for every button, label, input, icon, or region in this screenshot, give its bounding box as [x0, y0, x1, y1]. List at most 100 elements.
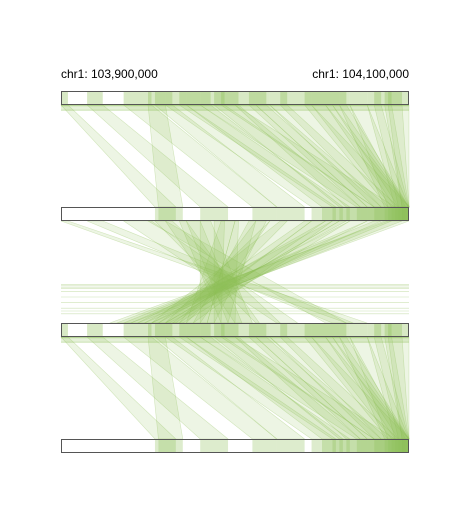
track-2-block-13 — [367, 207, 389, 221]
track-2-block-7 — [322, 207, 343, 221]
track-4-block-21 — [388, 439, 409, 453]
track-2-block-1 — [200, 207, 229, 221]
track-4-block-6 — [332, 439, 350, 453]
track-4-background — [61, 439, 409, 453]
track-1-block-5 — [165, 91, 187, 105]
track-3-block-15 — [280, 323, 312, 337]
track-1-block-13 — [255, 91, 270, 105]
track-4-block-9 — [339, 439, 361, 453]
start-coordinate-label: chr1: 103,900,000 — [61, 67, 158, 81]
track-2-background — [61, 207, 409, 221]
track-4-block-11 — [346, 439, 368, 453]
track-2-block-9 — [339, 207, 361, 221]
track-1-background — [61, 91, 409, 105]
track-3-block-5 — [165, 323, 187, 337]
track-3-block-22 — [367, 323, 382, 337]
track-2-block-10 — [374, 207, 396, 221]
track-2-block-2 — [252, 207, 277, 221]
track-1-block-23 — [374, 91, 392, 105]
track-2-block-15 — [381, 207, 409, 221]
track-4-block-5 — [311, 439, 336, 453]
track-3-block-21 — [349, 323, 368, 337]
track-4-block-10 — [374, 439, 396, 453]
track-1-block-18 — [325, 91, 340, 105]
track-3-outline — [61, 323, 409, 337]
track-1-block-6 — [179, 91, 201, 105]
track-4-block-13 — [367, 439, 389, 453]
track-1-block-16 — [304, 91, 326, 105]
track-3-block-20 — [339, 323, 350, 337]
track-4-block-23 — [398, 439, 409, 453]
track-1-block-24 — [384, 91, 403, 105]
track-3 — [61, 323, 409, 337]
track-1-block-0 — [61, 91, 68, 105]
track-2 — [61, 207, 409, 221]
track-4-block-12 — [360, 439, 382, 453]
track-3-block-2 — [123, 323, 152, 337]
track-2-block-4 — [276, 207, 305, 221]
track-3-block-8 — [200, 323, 225, 337]
track-4 — [61, 439, 409, 453]
track-2-block-25 — [402, 207, 409, 221]
track-2-block-6 — [332, 207, 350, 221]
track-3-block-10 — [221, 323, 235, 337]
track-2-block-8 — [356, 207, 375, 221]
track-4-block-17 — [391, 439, 409, 453]
track-4-block-24 — [402, 439, 409, 453]
track-2-block-12 — [360, 207, 382, 221]
track-1-block-8 — [200, 91, 225, 105]
track-4-block-8 — [356, 439, 375, 453]
track-3-block-24 — [384, 323, 403, 337]
track-1-block-22 — [367, 91, 382, 105]
track-1-block-2 — [123, 91, 152, 105]
track-1-block-14 — [269, 91, 288, 105]
track-4-block-19 — [398, 439, 409, 453]
track-3-block-16 — [304, 323, 326, 337]
track-3-block-4 — [154, 323, 173, 337]
track-1-block-10 — [221, 91, 235, 105]
track-1-block-21 — [349, 91, 368, 105]
track-2-block-22 — [395, 207, 409, 221]
tracks — [61, 91, 409, 453]
track-3-block-1 — [87, 323, 103, 337]
track-1-block-7 — [186, 91, 211, 105]
track-2-block-3 — [158, 207, 183, 221]
track-2-block-5 — [311, 207, 336, 221]
track-3-background — [61, 323, 409, 337]
track-4-block-14 — [374, 439, 399, 453]
track-2-block-23 — [398, 207, 409, 221]
track-2-block-14 — [374, 207, 399, 221]
track-2-block-24 — [402, 207, 409, 221]
track-3-block-18 — [325, 323, 340, 337]
track-3-block-9 — [214, 323, 239, 337]
track-3-block-12 — [248, 323, 267, 337]
track-4-outline — [61, 439, 409, 453]
track-1-block-19 — [332, 91, 347, 105]
track-1-block-4 — [154, 91, 173, 105]
track-1-outline — [61, 91, 409, 105]
track-1-block-1 — [87, 91, 103, 105]
track-3-block-25 — [388, 323, 409, 337]
track-3-block-17 — [311, 323, 333, 337]
track-4-block-18 — [395, 439, 409, 453]
track-4-block-16 — [388, 439, 409, 453]
track-1-block-20 — [339, 91, 350, 105]
track-1-block-11 — [235, 91, 256, 105]
track-4-block-4 — [276, 439, 305, 453]
track-3-block-7 — [186, 323, 211, 337]
synteny-links — [60, 104, 410, 440]
end-coordinate-label: chr1: 104,100,000 — [312, 67, 409, 81]
track-3-block-11 — [235, 323, 256, 337]
track-2-block-11 — [346, 207, 368, 221]
track-1-block-25 — [388, 91, 409, 105]
track-4-block-2 — [252, 439, 277, 453]
track-4-block-22 — [395, 439, 409, 453]
track-4-block-7 — [322, 439, 343, 453]
track-3-block-3 — [148, 323, 166, 337]
track-2-block-16 — [388, 207, 409, 221]
track-3-block-13 — [255, 323, 270, 337]
track-2-block-17 — [391, 207, 409, 221]
track-3-block-14 — [269, 323, 288, 337]
track-3-block-19 — [332, 323, 347, 337]
